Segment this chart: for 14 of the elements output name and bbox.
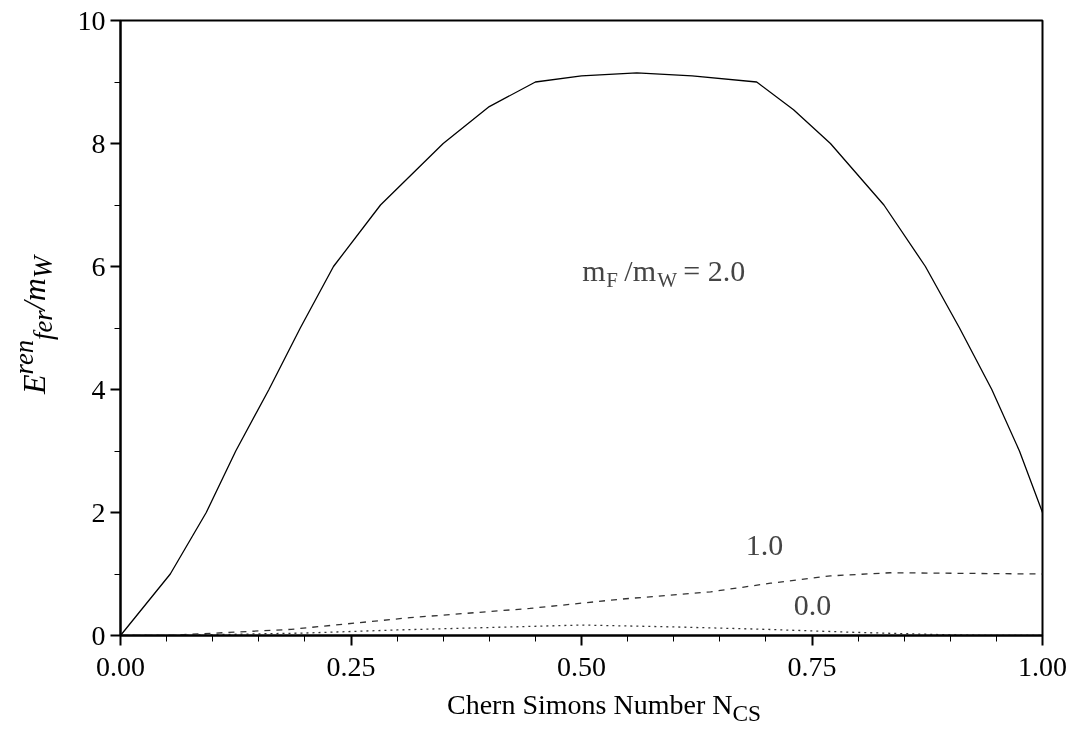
y-tick-label: 2 — [91, 496, 106, 528]
x-tick-label: 0.75 — [787, 650, 837, 682]
x-tick-label: 1.00 — [1018, 650, 1067, 682]
annotation: 0.0 — [793, 588, 832, 621]
annotation: 1.0 — [745, 528, 784, 561]
y-tick-label: 6 — [91, 250, 106, 282]
y-tick-label: 4 — [91, 373, 106, 405]
y-tick-label: 0 — [91, 619, 106, 651]
y-tick-label: 8 — [91, 127, 106, 159]
x-axis-title: Chern Simons Number N$_{CS}$ — [446, 688, 762, 728]
x-tick-label: 0.25 — [326, 650, 376, 682]
x-tick-label: 0.50 — [557, 650, 606, 682]
y-tick-label: 10 — [77, 4, 106, 36]
x-tick-label: 0.00 — [96, 650, 145, 682]
